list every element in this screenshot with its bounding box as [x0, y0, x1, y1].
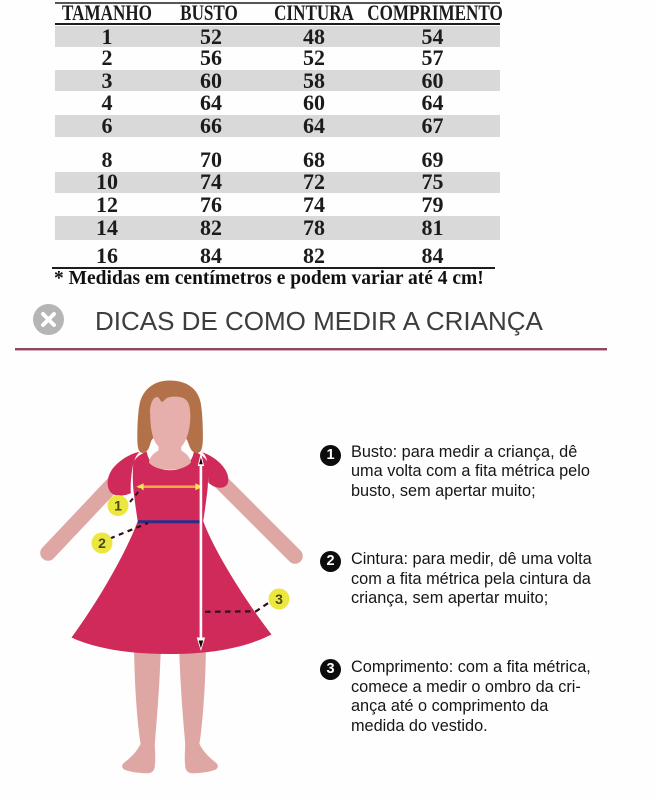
- svg-text:1: 1: [114, 498, 122, 514]
- svg-text:2: 2: [98, 535, 106, 551]
- svg-text:3: 3: [275, 591, 283, 607]
